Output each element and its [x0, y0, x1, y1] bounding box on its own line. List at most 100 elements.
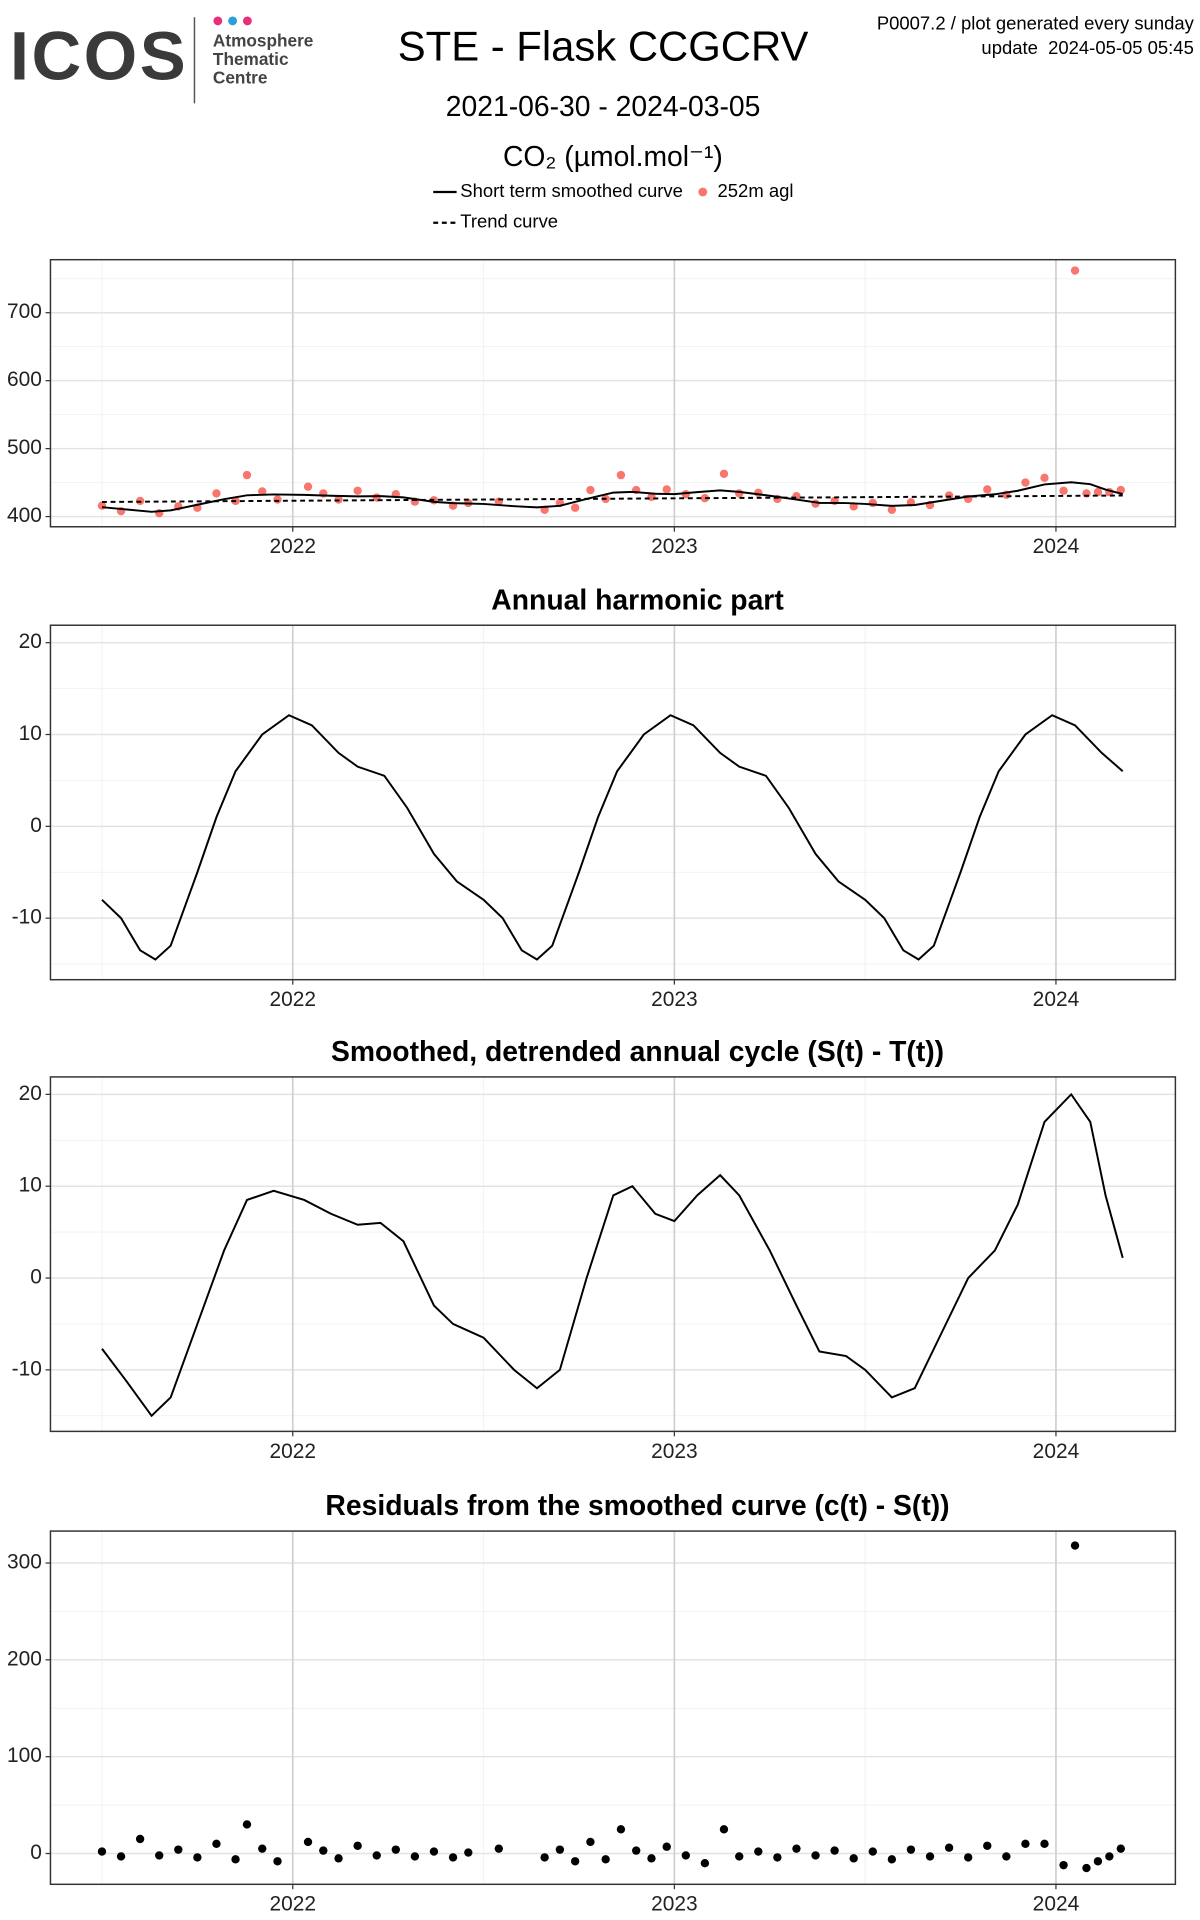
x-tick-label: 2022	[270, 1893, 317, 1916]
data-point	[601, 1855, 610, 1864]
y-axis-label: CO₂ (µmol.mol⁻¹)	[503, 140, 723, 172]
x-tick-label: 2024	[1033, 535, 1080, 558]
data-point	[372, 1851, 381, 1860]
y-tick-label: 10	[19, 1174, 42, 1197]
y-tick-label: 0	[30, 814, 42, 837]
data-point	[212, 1839, 221, 1849]
plot-background	[50, 1531, 1176, 1885]
data-point	[155, 1851, 164, 1860]
data-point	[754, 1847, 763, 1856]
plot-background	[50, 1076, 1176, 1432]
panel-title: Smoothed, detrended annual cycle (S(t) -…	[331, 1035, 944, 1067]
data-point	[1059, 486, 1068, 495]
data-point	[555, 1845, 565, 1854]
data-point	[1040, 473, 1049, 483]
plot-border	[49, 258, 1177, 528]
y-tick-label: 500	[7, 436, 42, 459]
data-point	[258, 487, 267, 496]
info-text: P0007.2 / plot generated every sunday	[877, 12, 1195, 33]
data-point	[616, 1825, 626, 1834]
data-point	[494, 1844, 504, 1853]
data-point	[773, 1853, 782, 1862]
x-tick-label: 2022	[270, 535, 317, 558]
y-tick-label: -10	[12, 1357, 42, 1380]
x-tick-label: 2023	[651, 1893, 698, 1916]
data-point	[1021, 478, 1030, 487]
data-point	[116, 1852, 126, 1861]
data-point	[632, 1846, 641, 1855]
y-tick-label: 100	[7, 1744, 42, 1767]
data-point	[174, 1845, 183, 1854]
line	[101, 1092, 1124, 1418]
data-point	[681, 1851, 690, 1860]
line	[101, 714, 1124, 961]
data-point	[429, 1847, 439, 1856]
data-point	[570, 1857, 580, 1866]
plot-border	[49, 1076, 1177, 1433]
y-tick-label: 600	[7, 368, 42, 391]
data-point	[273, 1857, 282, 1866]
data-point	[983, 1841, 992, 1850]
data-point	[540, 1853, 549, 1862]
data-point	[212, 489, 221, 498]
data-point	[1116, 1844, 1126, 1853]
legend-label: 252m agl	[718, 180, 794, 201]
data-point	[1093, 1857, 1103, 1866]
data-point	[273, 495, 282, 504]
y-tick-label: 0	[30, 1841, 42, 1864]
y-tick-label: 10	[19, 722, 42, 745]
data-point	[868, 498, 877, 508]
logo-text: Atmosphere	[213, 30, 313, 50]
data-point	[811, 1851, 820, 1860]
x-tick-label: 2023	[651, 535, 698, 558]
data-point	[906, 1845, 916, 1854]
data-point	[944, 1843, 954, 1852]
x-tick-label: 2024	[1033, 988, 1080, 1011]
data-point	[849, 1854, 858, 1863]
data-point	[1093, 487, 1103, 497]
data-point	[448, 1853, 458, 1862]
y-tick-label: 0	[30, 1266, 42, 1289]
chart-subtitle: 2021-06-30 - 2024-03-05	[446, 90, 761, 122]
data-point	[464, 1848, 473, 1857]
data-point	[334, 1854, 343, 1863]
data-point	[1021, 1839, 1030, 1849]
data-point	[963, 1853, 973, 1862]
data-point	[1002, 1852, 1011, 1861]
data-point	[303, 482, 313, 491]
logo-dot	[228, 16, 238, 26]
data-point	[662, 485, 671, 494]
logo-dot	[213, 16, 223, 26]
panel-title: Residuals from the smoothed curve (c(t) …	[325, 1489, 949, 1521]
legend-label: Trend curve	[460, 211, 558, 232]
data-point	[830, 1846, 839, 1855]
data-point	[792, 1844, 801, 1853]
chart-title: STE - Flask CCGCRV	[398, 22, 809, 69]
data-point	[868, 1847, 877, 1856]
info-text: update 2024-05-05 05:45	[981, 37, 1193, 58]
legend-marker	[698, 187, 708, 197]
data-point	[586, 485, 595, 495]
x-tick-label: 2024	[1033, 1893, 1080, 1916]
x-tick-label: 2022	[270, 1440, 317, 1463]
legend-label: Short term smoothed curve	[460, 180, 683, 201]
data-point	[719, 469, 729, 478]
trend-line	[101, 494, 1123, 503]
data-point	[887, 1855, 897, 1864]
data-point	[735, 1852, 744, 1861]
data-point	[719, 1825, 729, 1834]
data-point	[586, 1837, 595, 1847]
data-point	[700, 494, 710, 503]
logo-text: Centre	[213, 67, 268, 87]
data-point	[410, 1852, 420, 1861]
x-tick-label: 2023	[651, 1440, 698, 1463]
data-point	[1082, 1863, 1091, 1873]
y-tick-label: 200	[7, 1647, 42, 1670]
data-point	[258, 1844, 267, 1853]
data-point	[1070, 266, 1080, 275]
plot-background	[50, 259, 1176, 527]
data-point	[135, 1834, 145, 1844]
data-point	[391, 1845, 400, 1854]
data-point	[303, 1837, 313, 1847]
